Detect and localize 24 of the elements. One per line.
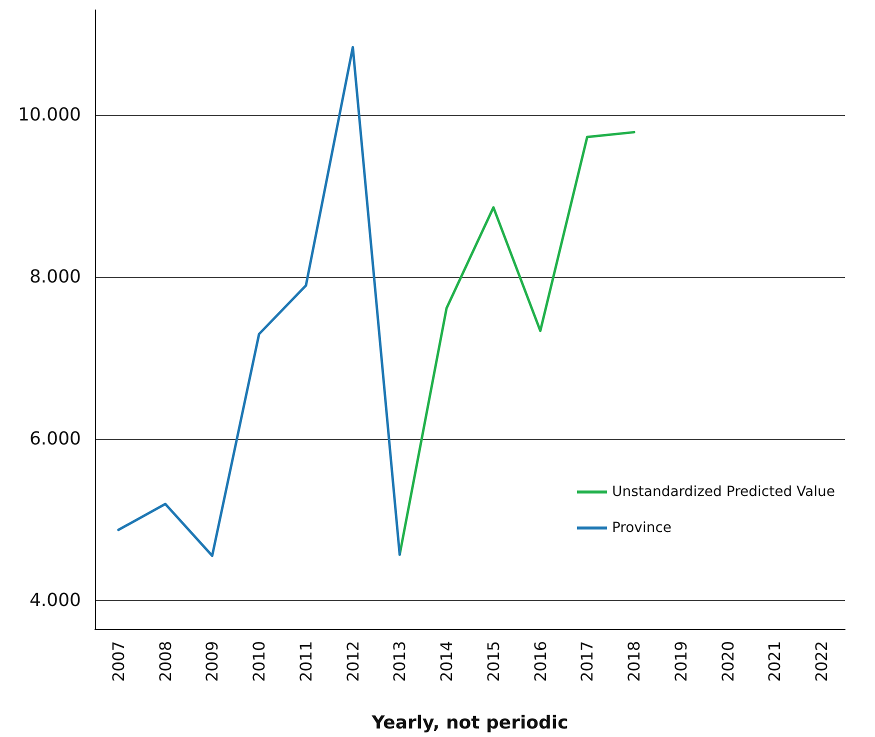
x-tick-label: 2016: [530, 641, 550, 682]
x-tick-label: 2012: [343, 641, 362, 682]
x-axis-title: Yearly, not periodic: [370, 712, 568, 734]
x-tick-label: 2009: [202, 641, 222, 682]
x-tick-label: 2015: [484, 641, 503, 682]
line-series: [117, 46, 401, 558]
x-tick-label: 2022: [812, 641, 832, 682]
x-tick-label: 2010: [250, 641, 269, 682]
legend-label: Unstandardized Predicted Value: [612, 484, 836, 500]
legend-label: Province: [612, 520, 672, 536]
x-tick-label: 2008: [156, 641, 175, 682]
x-tick-label: 2017: [578, 641, 597, 682]
x-tick-label: 2021: [765, 641, 784, 682]
y-tick-label: 10.000: [18, 104, 81, 126]
x-tick-label: 2011: [296, 641, 316, 682]
x-tick-label: 2013: [390, 641, 410, 682]
y-tick-label: 6.000: [29, 428, 81, 450]
y-tick-label: 4.000: [29, 590, 81, 612]
y-tick-label: 8.000: [29, 266, 81, 288]
x-tick-label: 2020: [718, 641, 738, 682]
x-tick-label: 2007: [108, 641, 128, 682]
x-tick-label: 2018: [624, 641, 644, 682]
x-tick-label: 2014: [437, 641, 456, 682]
x-tick-label: 2019: [671, 641, 690, 682]
